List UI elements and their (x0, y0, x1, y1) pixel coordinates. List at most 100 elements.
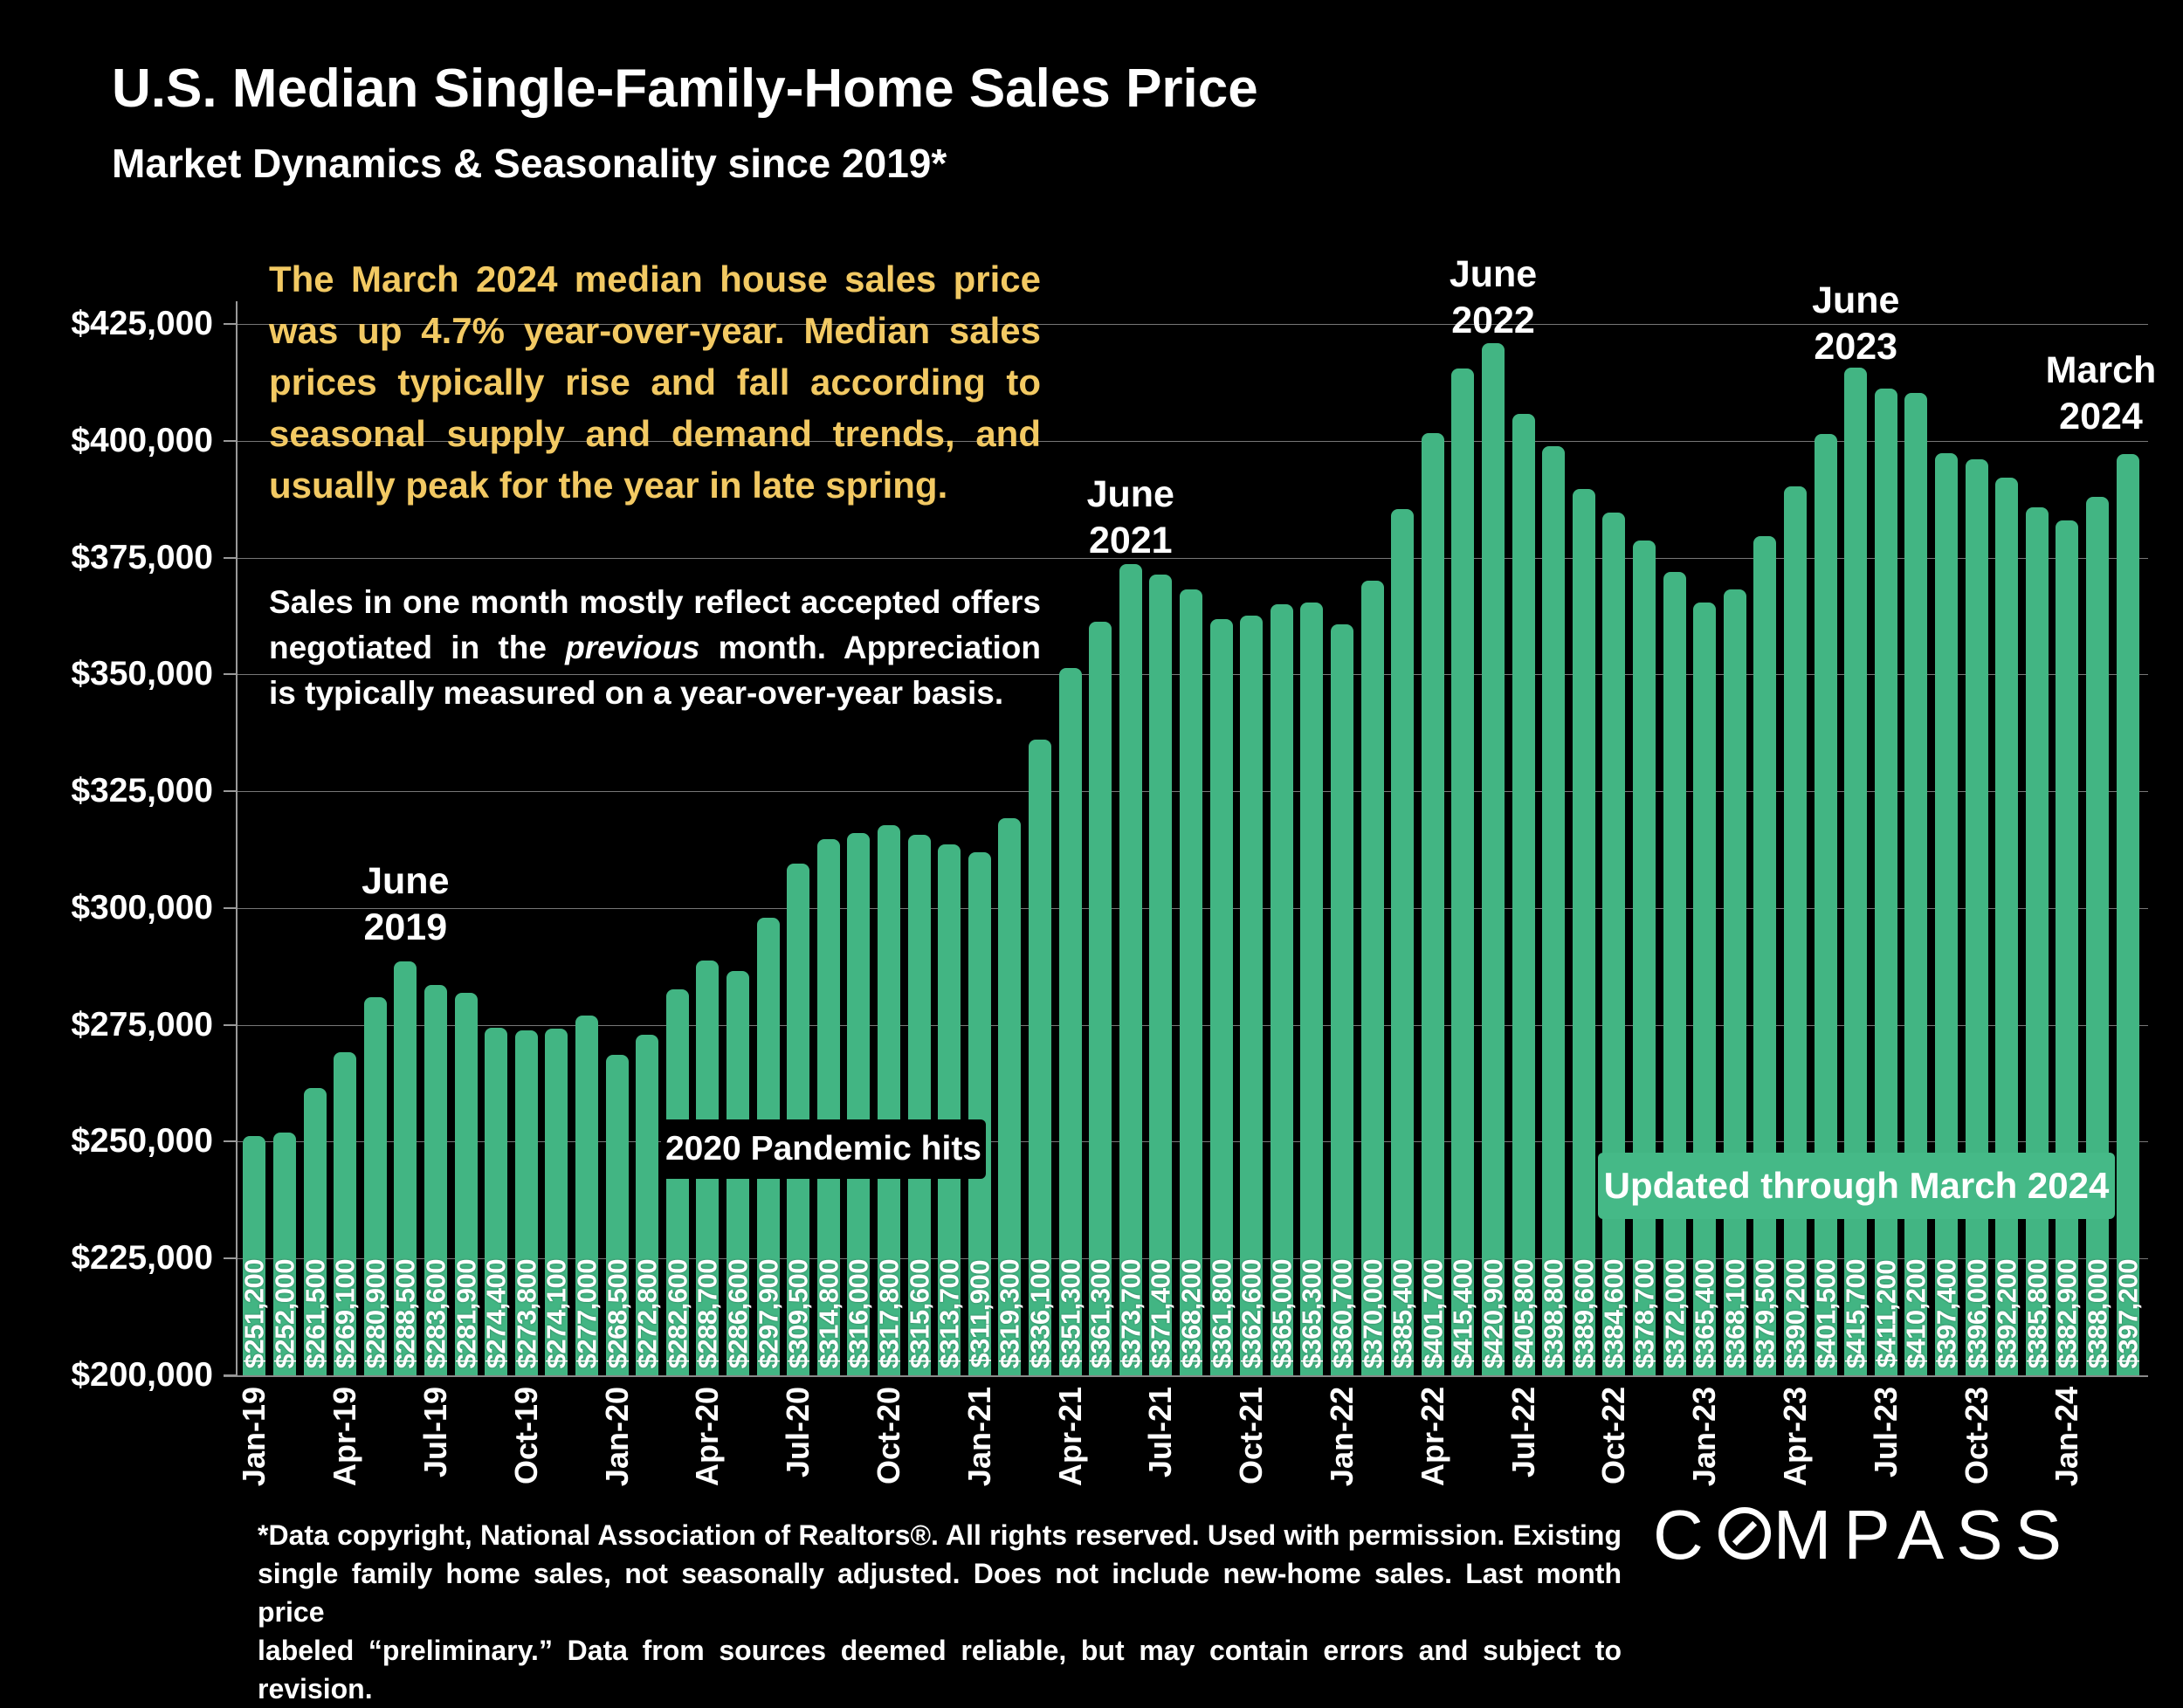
bar-value-label: $388,000 (2082, 1258, 2113, 1368)
peak-annotation-line: June (1086, 473, 1174, 515)
bar-value-label: $420,900 (1477, 1258, 1509, 1368)
x-axis-tick-label: Apr-23 (1769, 1387, 1821, 1486)
bar: $274,100 (541, 1029, 572, 1375)
page-title: U.S. Median Single-Family-Home Sales Pri… (112, 59, 1258, 119)
bar: $269,100 (330, 1052, 361, 1375)
annotation-text: month. Appreciation (699, 630, 1041, 665)
bar: $373,700 (1115, 563, 1147, 1375)
bar-value-label: $277,000 (571, 1258, 603, 1368)
bar: $385,800 (2021, 506, 2052, 1375)
y-axis-line (236, 301, 238, 1376)
bar: $272,800 (631, 1035, 663, 1375)
peak-annotation: June 2021 (1052, 472, 1209, 564)
bar-value-label: $405,800 (1508, 1258, 1539, 1368)
bar: $368,100 (1719, 589, 1751, 1375)
updated-badge: Updated through March 2024 (1598, 1153, 2115, 1219)
bar-value-label: $286,600 (722, 1258, 754, 1368)
bar-value-label: $401,700 (1417, 1258, 1449, 1368)
bar-value-label: $282,600 (662, 1258, 693, 1368)
bar-value-label: $401,500 (1810, 1258, 1842, 1368)
bar-value-label: $365,400 (1689, 1258, 1720, 1368)
bar: $378,700 (1629, 540, 1660, 1375)
x-axis-tick-label: Jul-19 (410, 1387, 462, 1477)
y-axis-tick-label: $350,000 (71, 655, 213, 693)
x-axis-tick-label: Jan-21 (954, 1387, 1006, 1486)
bar: $317,800 (873, 824, 904, 1375)
bar: $397,400 (1932, 452, 1962, 1375)
bar-chart: $425,000 $400,000 $375,000 $350,000 $325,000… (71, 253, 2157, 1487)
bar-value-label: $361,800 (1206, 1258, 1237, 1368)
bar: $336,100 (1024, 739, 1055, 1375)
bar: $388,000 (2082, 496, 2113, 1375)
peak-annotation-line: June (1449, 253, 1538, 295)
x-axis-tick-text: Jan-23 (1686, 1387, 1723, 1487)
y-axis-tick (224, 1023, 238, 1026)
bar: $261,500 (300, 1087, 330, 1375)
pandemic-badge: 2020 Pandemic hits (661, 1119, 986, 1179)
peak-annotation-line: June (362, 860, 450, 902)
peak-annotation-line: March (2045, 349, 2157, 391)
x-axis-tick-text: Oct-19 (507, 1387, 544, 1485)
x-axis-tick-text: Oct-23 (1958, 1387, 1994, 1485)
annotation-line: negotiated in the previous month. Apprec… (269, 625, 1041, 671)
x-axis-tick-label: Jan-24 (2041, 1387, 2093, 1486)
x-axis-tick-text: Jul-21 (1142, 1387, 1179, 1478)
bar-value-label: $365,300 (1296, 1258, 1327, 1368)
bar: $389,600 (1568, 489, 1600, 1375)
bar: $372,000 (1659, 571, 1691, 1375)
x-axis-tick-label: Oct-23 (1951, 1387, 2003, 1484)
y-axis-tick (224, 1140, 238, 1143)
bar-value-label: $316,000 (843, 1258, 874, 1368)
bar: $280,900 (360, 997, 391, 1375)
bar-value-label: $368,200 (1175, 1258, 1207, 1368)
x-axis-tick-text: Oct-22 (1595, 1387, 1632, 1485)
bar-value-label: $398,800 (1538, 1258, 1569, 1368)
x-axis-tick-label: Jul-23 (1860, 1387, 1912, 1477)
peak-annotation-line: 2021 (1088, 520, 1173, 561)
bar: $420,900 (1477, 342, 1509, 1375)
page-subtitle: Market Dynamics & Seasonality since 2019… (112, 141, 947, 186)
bar-value-label: $410,200 (1900, 1258, 1932, 1368)
bar-value-label: $319,300 (994, 1258, 1025, 1368)
bar-value-label: $280,900 (360, 1258, 391, 1368)
bar: $273,800 (511, 1030, 541, 1375)
bar-value-label: $372,000 (1659, 1258, 1691, 1368)
x-axis-tick-label: Jan-22 (1316, 1387, 1368, 1486)
x-axis-tick-label: Apr-21 (1044, 1387, 1097, 1486)
footnote-line: *Data copyright, National Association of… (258, 1519, 1622, 1551)
y-axis-tick-label: $375,000 (71, 538, 213, 576)
note-annotation: Sales in one month mostly reflect accept… (269, 580, 1041, 716)
y-axis-tick (224, 323, 238, 325)
y-axis-tick-label: $250,000 (71, 1122, 213, 1160)
bar-value-label: $272,800 (631, 1258, 663, 1368)
bar: $319,300 (994, 817, 1025, 1375)
gridline (236, 324, 2148, 325)
bar-value-label: $389,600 (1568, 1258, 1600, 1368)
peak-annotation: June 2019 (327, 858, 484, 951)
bar-value-label: $373,700 (1115, 1258, 1147, 1368)
bar-value-label: $382,900 (2051, 1258, 2083, 1368)
bar-value-label: $362,600 (1236, 1258, 1267, 1368)
x-axis-tick-text: Oct-20 (870, 1387, 906, 1485)
x-axis-tick-text: Apr-20 (689, 1387, 726, 1487)
bar: $382,900 (2051, 520, 2083, 1375)
bar-value-label: $371,400 (1145, 1258, 1176, 1368)
bar: $361,800 (1206, 619, 1237, 1375)
bar-value-label: $288,500 (389, 1258, 421, 1368)
bar: $411,200 (1870, 388, 1901, 1375)
bar: $282,600 (662, 988, 693, 1375)
y-axis-tick-label: $400,000 (71, 421, 213, 459)
bar-value-label: $415,700 (1840, 1258, 1871, 1368)
bar: $315,600 (904, 835, 934, 1375)
x-axis-tick-text: Apr-19 (327, 1387, 363, 1487)
bar: $415,400 (1447, 368, 1478, 1375)
bar-value-label: $368,100 (1719, 1258, 1751, 1368)
x-axis-tick-text: Jan-19 (236, 1387, 272, 1487)
bar: $361,300 (1085, 621, 1116, 1375)
bar-value-label: $415,400 (1447, 1258, 1478, 1368)
y-axis-tick (224, 1374, 238, 1376)
bar-value-label: $281,900 (451, 1258, 482, 1368)
x-axis-tick-text: Apr-22 (1414, 1387, 1450, 1487)
y-axis-tick-label: $275,000 (71, 1005, 213, 1043)
compass-logo: C MPASS (1653, 1495, 2074, 1575)
